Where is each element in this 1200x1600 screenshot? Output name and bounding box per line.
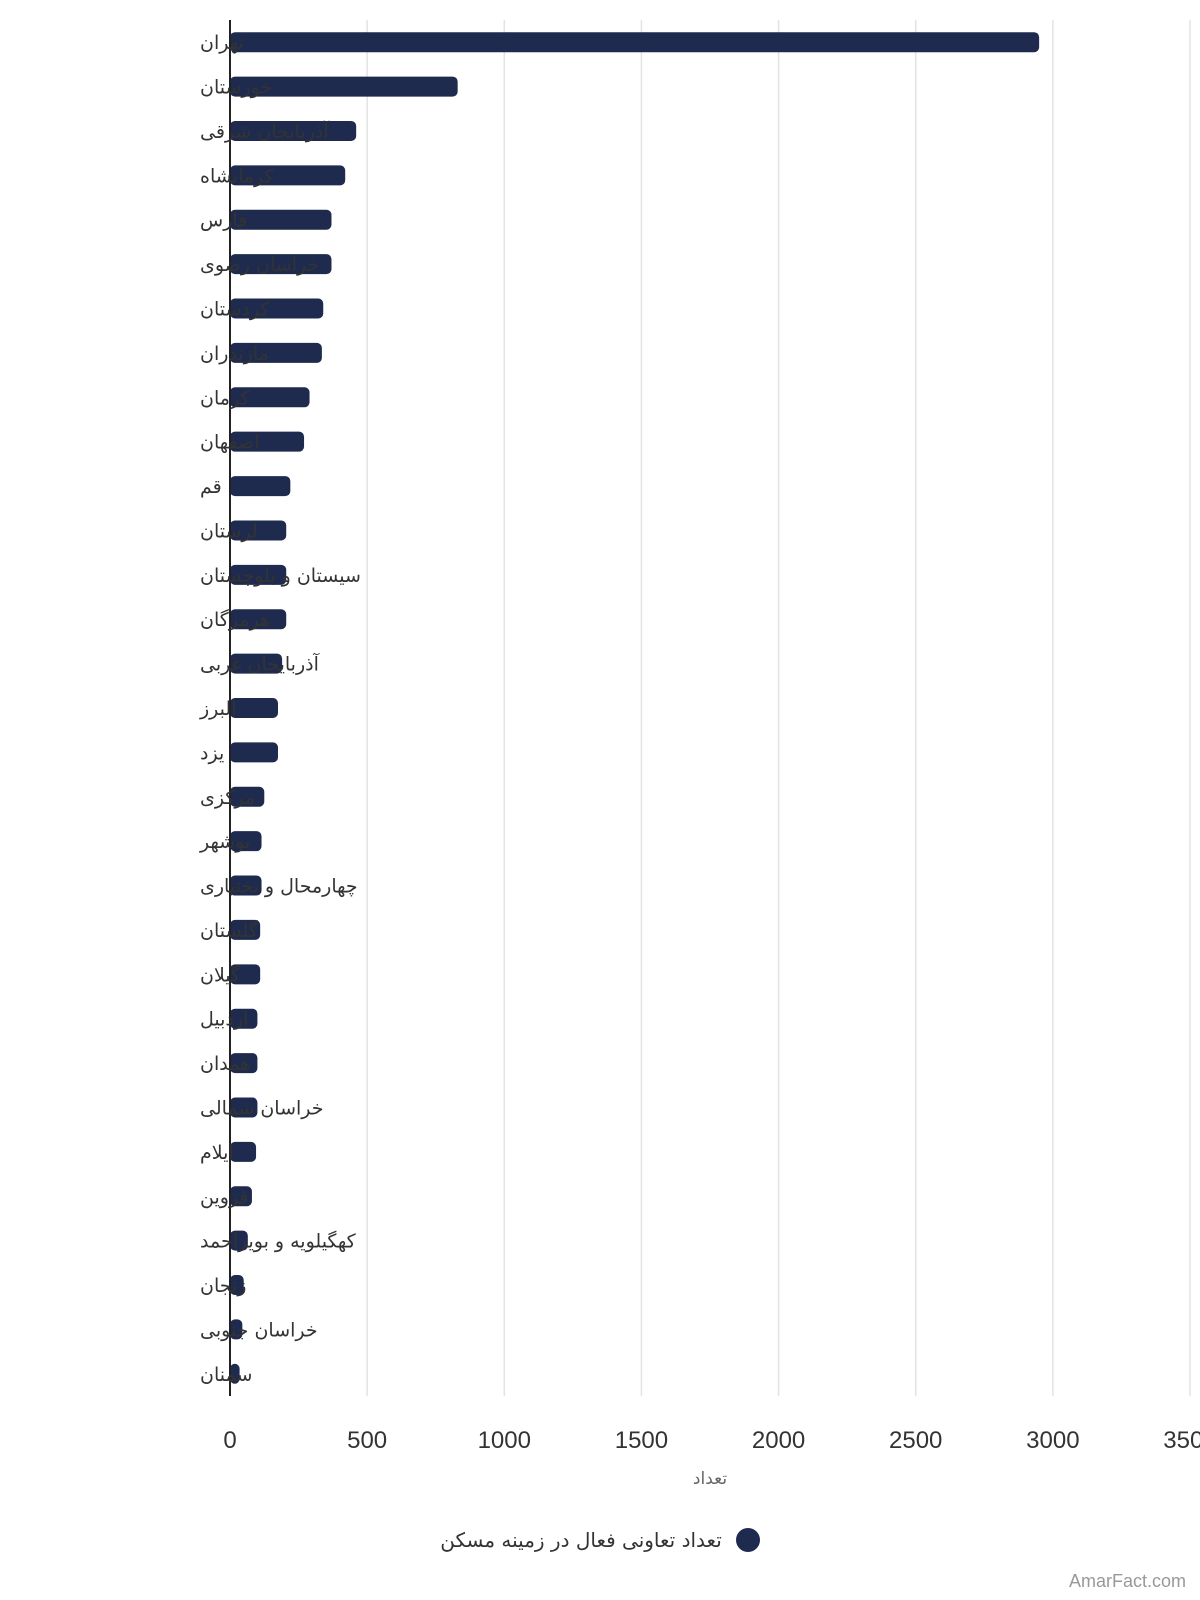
bar bbox=[230, 1053, 258, 1074]
bar bbox=[230, 831, 262, 852]
bar bbox=[230, 209, 332, 230]
category-label: کردستان bbox=[200, 299, 270, 321]
x-tick-label: 1500 bbox=[615, 1427, 668, 1454]
category-label: زنجان bbox=[200, 1275, 246, 1297]
category-label: گلستان bbox=[200, 919, 259, 942]
bar bbox=[230, 1097, 258, 1118]
category-label: اصفهان bbox=[200, 432, 260, 454]
bar bbox=[230, 1141, 257, 1162]
credit-text: AmarFact.com bbox=[1068, 1571, 1186, 1591]
category-label: خراسان رضوی bbox=[200, 254, 319, 276]
category-label: کرمان bbox=[200, 387, 250, 409]
bar bbox=[230, 1275, 244, 1296]
bar bbox=[230, 698, 278, 718]
category-label: چهارمحال و بختیاری bbox=[200, 876, 358, 898]
bar bbox=[230, 298, 324, 319]
bar bbox=[230, 520, 287, 541]
category-label: سمنان bbox=[200, 1364, 252, 1386]
x-tick-label: 3000 bbox=[1026, 1427, 1079, 1454]
category-label: مرکزی bbox=[200, 787, 255, 809]
bar bbox=[230, 254, 332, 275]
category-label: البرز bbox=[199, 698, 236, 720]
bar bbox=[230, 1319, 243, 1340]
x-tick-label: 0 bbox=[223, 1427, 236, 1454]
category-label: آذربایجان شرقی bbox=[200, 119, 329, 143]
category-label: آذربایجان غربی bbox=[200, 652, 320, 676]
category-label: تهران bbox=[200, 32, 244, 54]
category-label: ایلام bbox=[200, 1142, 234, 1164]
category-label: فارس bbox=[200, 210, 247, 232]
bar bbox=[230, 1363, 240, 1384]
category-label: سیستان و بلوچستان bbox=[200, 565, 361, 587]
category-label: اردبیل bbox=[200, 1009, 248, 1031]
bar bbox=[230, 120, 357, 141]
bar bbox=[230, 32, 1040, 53]
bar bbox=[230, 342, 322, 363]
category-label: بوشهر bbox=[199, 831, 250, 853]
bar bbox=[230, 387, 310, 408]
x-axis-title: تعداد bbox=[693, 1469, 727, 1489]
category-label: کرمانشاه bbox=[200, 165, 274, 187]
bar bbox=[230, 964, 261, 985]
x-tick-label: 2000 bbox=[752, 1427, 805, 1454]
bar bbox=[230, 165, 346, 186]
bar bbox=[230, 875, 262, 896]
bar bbox=[230, 1008, 258, 1029]
x-tick-label: 1000 bbox=[478, 1427, 531, 1454]
x-tick-label: 500 bbox=[347, 1427, 387, 1454]
bar bbox=[230, 76, 458, 97]
category-label: هرمزگان bbox=[200, 608, 270, 631]
category-label: خراسان جنوبی bbox=[200, 1319, 318, 1341]
bar bbox=[230, 919, 261, 940]
bar bbox=[230, 476, 291, 497]
bar bbox=[230, 1230, 248, 1251]
category-label: خراسان شمالی bbox=[200, 1097, 324, 1119]
bar bbox=[230, 564, 287, 585]
legend[interactable]: تعداد تعاونی فعال در زمینه مسکن bbox=[0, 1528, 1200, 1552]
bar bbox=[230, 786, 265, 807]
bar bbox=[230, 431, 305, 452]
category-label: مازندران bbox=[200, 343, 269, 365]
x-tick-label: 2500 bbox=[889, 1427, 942, 1454]
legend-swatch bbox=[735, 1528, 760, 1552]
category-label: گیلان bbox=[200, 963, 241, 986]
bar bbox=[230, 653, 283, 674]
legend-label: تعداد تعاونی فعال در زمینه مسکن bbox=[440, 1528, 722, 1552]
category-label: خوزستان bbox=[200, 77, 272, 99]
category-label: همدان bbox=[200, 1053, 250, 1075]
category-label: قزوین bbox=[200, 1186, 249, 1208]
x-tick-label: 3500 bbox=[1163, 1427, 1200, 1454]
bar bbox=[230, 1186, 252, 1207]
category-label: یزد bbox=[200, 742, 224, 764]
category-label: لرستان bbox=[200, 520, 258, 542]
bar bbox=[230, 742, 278, 763]
category-label: قم bbox=[200, 476, 222, 498]
category-label: کهگیلویه و بویراحمد bbox=[200, 1230, 357, 1253]
bar bbox=[230, 609, 287, 630]
